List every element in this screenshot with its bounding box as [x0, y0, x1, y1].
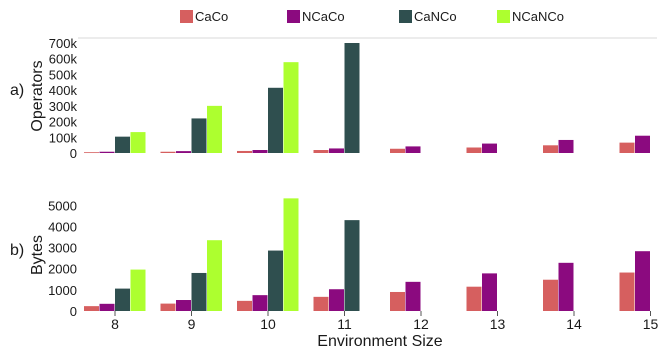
x-tick-label: 12: [413, 316, 429, 332]
panel-a-ylabel: Operators: [29, 60, 46, 131]
bar-panel-a-ncanco-8: [130, 132, 146, 153]
bar-panel-a-caco-14: [543, 145, 558, 153]
bar-panel-b-ncanco-10: [283, 198, 299, 311]
x-tick-label: 13: [490, 316, 506, 332]
bar-panel-a-caco-11: [313, 150, 329, 153]
panel-b-ytick-label: 1000: [48, 283, 77, 298]
bar-panel-a-canco-11: [344, 43, 360, 153]
legend-label-ncaco: NCaCo: [302, 9, 345, 24]
bar-panel-a-caco-10: [237, 150, 252, 153]
legend: CaCo NCaCo CaNCo NCaNCo: [180, 9, 564, 24]
bar-panel-b-caco-15: [619, 272, 635, 311]
bar-panel-a-caco-8: [84, 152, 99, 154]
legend-label-ncanco: NCaNCo: [512, 9, 564, 24]
panel-b-ytick-label: 4000: [48, 219, 77, 234]
bar-panel-b-ncaco-8: [99, 303, 115, 311]
bar-panel-a-ncaco-13: [482, 143, 497, 153]
legend-swatch-ncaco: [287, 10, 300, 23]
x-tick-label: 14: [566, 316, 582, 332]
x-axis-title: Environment Size: [317, 333, 442, 350]
bar-panel-b-ncaco-14: [558, 262, 574, 311]
bar-panel-b-caco-9: [160, 303, 176, 311]
legend-swatch-ncanco: [497, 10, 510, 23]
bar-panel-a-ncaco-10: [252, 150, 268, 153]
panel-b-ytick-label: 3000: [48, 241, 77, 256]
bar-panel-a-ncaco-14: [558, 139, 574, 153]
bar-panel-b-ncaco-11: [329, 289, 344, 311]
panel-b-label: b): [10, 242, 24, 259]
panel-b-ytick-label: 5000: [48, 198, 77, 213]
bar-panel-b-ncaco-9: [176, 300, 191, 311]
bar-panel-b-canco-10: [268, 250, 283, 311]
bar-panel-b-ncaco-15: [635, 251, 650, 311]
x-tick-label: 15: [643, 316, 659, 332]
x-tick-label: 9: [188, 316, 196, 332]
bar-panel-a-ncaco-15: [635, 135, 650, 153]
legend-label-canco: CaNCo: [414, 9, 457, 24]
panel-b-plot: 0 1000 2000 3000 4000 5000 8 9 10 11 12 13 14 15: [48, 198, 658, 332]
bar-panel-b-caco-11: [313, 296, 329, 311]
panel-b-ytick-label: 2000: [48, 262, 77, 277]
bar-panel-a-canco-9: [191, 118, 207, 153]
legend-item-ncanco: NCaNCo: [497, 9, 564, 24]
bar-panel-b-caco-12: [390, 291, 405, 311]
bar-panel-b-caco-10: [237, 300, 252, 311]
bar-panel-b-canco-9: [191, 272, 207, 311]
panel-a-ytick-label: 200k: [49, 115, 78, 130]
bar-panel-a-caco-9: [160, 151, 176, 153]
bar-panel-a-ncaco-8: [99, 151, 115, 153]
bar-panel-a-caco-13: [466, 147, 482, 153]
x-tick-label: 11: [337, 316, 352, 332]
bar-panel-b-canco-11: [344, 220, 360, 311]
legend-label-caco: CaCo: [195, 9, 228, 24]
bar-panel-a-ncaco-12: [405, 146, 421, 153]
bar-panel-b-ncanco-9: [207, 240, 222, 311]
legend-item-caco: CaCo: [180, 9, 228, 24]
panel-a-label: a): [10, 82, 24, 99]
bar-panel-b-ncaco-13: [482, 273, 497, 311]
panel-a-ytick-label: 700k: [49, 36, 78, 51]
bar-panel-b-ncanco-8: [130, 269, 146, 311]
panel-a-ytick-label: 500k: [49, 67, 78, 82]
x-tick-label: 10: [260, 316, 276, 332]
panel-b-ytick-label: 0: [70, 304, 77, 319]
bar-panel-a-ncaco-11: [329, 148, 344, 153]
bar-panel-a-caco-12: [390, 148, 405, 153]
bar-panel-b-canco-8: [115, 288, 130, 311]
bar-panel-b-ncaco-12: [405, 281, 421, 311]
bar-panel-b-caco-13: [466, 286, 482, 311]
x-tick-label: 8: [111, 316, 119, 332]
bar-panel-b-caco-14: [543, 279, 558, 311]
bar-panel-a-ncaco-9: [176, 151, 191, 153]
legend-item-canco: CaNCo: [399, 9, 457, 24]
panel-b-ylabel: Bytes: [29, 235, 46, 275]
panel-a-ytick-label: 100k: [49, 130, 78, 145]
bar-panel-a-ncanco-9: [207, 105, 222, 153]
panel-a-ytick-label: 400k: [49, 83, 78, 98]
bar-panel-a-canco-10: [268, 87, 283, 153]
bar-panel-a-ncanco-10: [283, 62, 299, 153]
bar-panel-a-caco-15: [619, 142, 635, 153]
legend-item-ncaco: NCaCo: [287, 9, 345, 24]
legend-swatch-caco: [180, 10, 193, 23]
panel-a-ytick-label: 0: [70, 146, 77, 161]
bar-panel-a-canco-8: [115, 136, 130, 153]
legend-swatch-canco: [399, 10, 412, 23]
bar-panel-b-caco-8: [84, 306, 99, 311]
panel-a-ytick-label: 300k: [49, 99, 78, 114]
bar-panel-b-ncaco-10: [252, 295, 268, 311]
panel-a-ytick-label: 600k: [49, 52, 78, 67]
